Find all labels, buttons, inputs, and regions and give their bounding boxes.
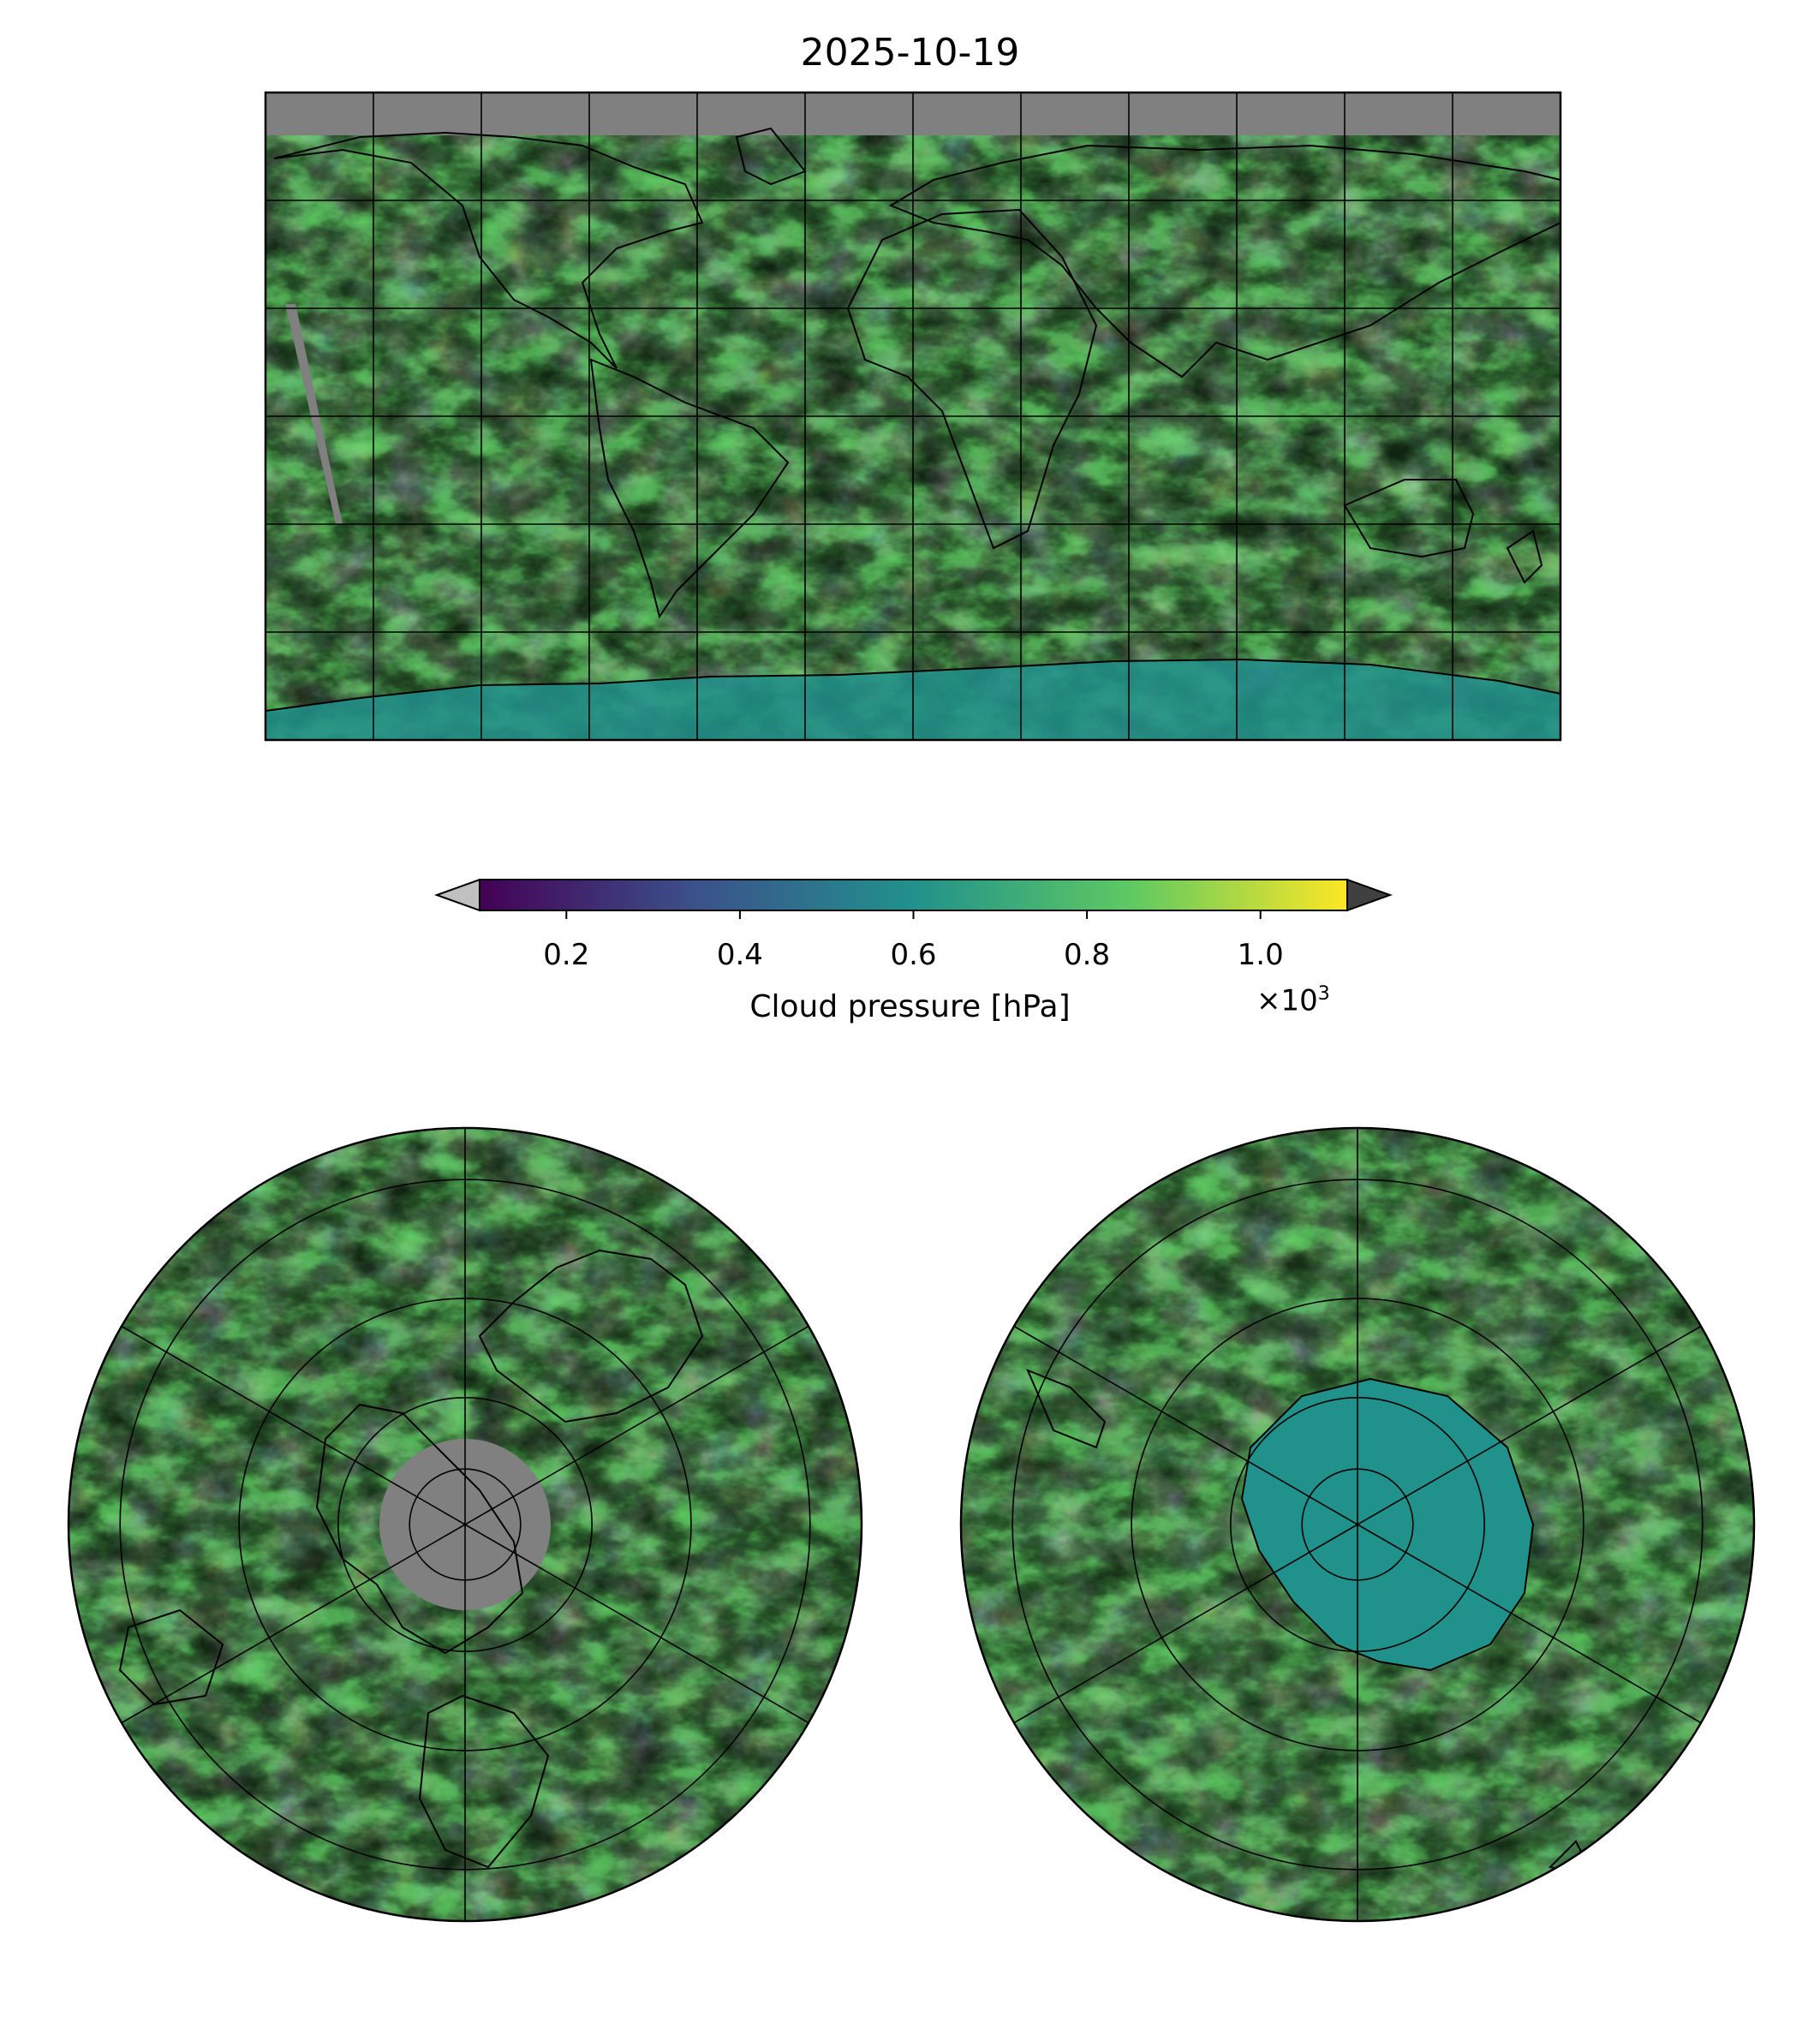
colorbar-multiplier-exponent: 3 [1317, 983, 1330, 1005]
colorbar-tick-label: 0.8 [1064, 938, 1111, 972]
south-meridian [1357, 1325, 1702, 1525]
global-map-frame [264, 91, 1562, 742]
global-plate-carree-map [264, 91, 1562, 742]
colorbar [434, 878, 1393, 919]
north-meridian [121, 1325, 466, 1525]
south-map-frame [959, 1126, 1756, 1923]
colorbar-tick-label: 1.0 [1237, 938, 1284, 972]
figure-title: 2025-10-19 [800, 31, 1020, 75]
colorbar-gradient [480, 880, 1347, 910]
colorbar-tick-label: 0.4 [716, 938, 763, 972]
colorbar-tick-label: 0.2 [543, 938, 590, 972]
global-coastlines [266, 127, 1560, 712]
south-meridian [1013, 1524, 1358, 1724]
colorbar-tick-label: 0.6 [890, 938, 937, 972]
colorbar-tick-marks [565, 910, 1262, 919]
north-polar-stereographic-map [67, 1126, 863, 1923]
south-antarctica [1240, 1377, 1535, 1672]
north-meridian [464, 1524, 809, 1724]
global-gridlines [266, 92, 1560, 740]
colorbar-over-extension [1346, 878, 1393, 912]
south-meridian [1357, 1524, 1702, 1724]
global-missing-data-swath [285, 304, 343, 524]
south-meridian [1013, 1325, 1358, 1525]
north-meridian [121, 1524, 466, 1724]
north-meridian [464, 1325, 809, 1525]
south-gridlines [1011, 1128, 1704, 1921]
colorbar-under-extension [434, 878, 480, 912]
south-polar-stereographic-map [959, 1126, 1756, 1923]
north-gridlines [119, 1128, 811, 1921]
colorbar-multiplier-base: ×10 [1256, 983, 1318, 1018]
colorbar-label: Cloud pressure [hPa] [749, 989, 1071, 1024]
north-coastlines [118, 1249, 704, 1869]
north-map-frame [67, 1126, 863, 1923]
colorbar-multiplier: ×103 [1256, 983, 1330, 1017]
